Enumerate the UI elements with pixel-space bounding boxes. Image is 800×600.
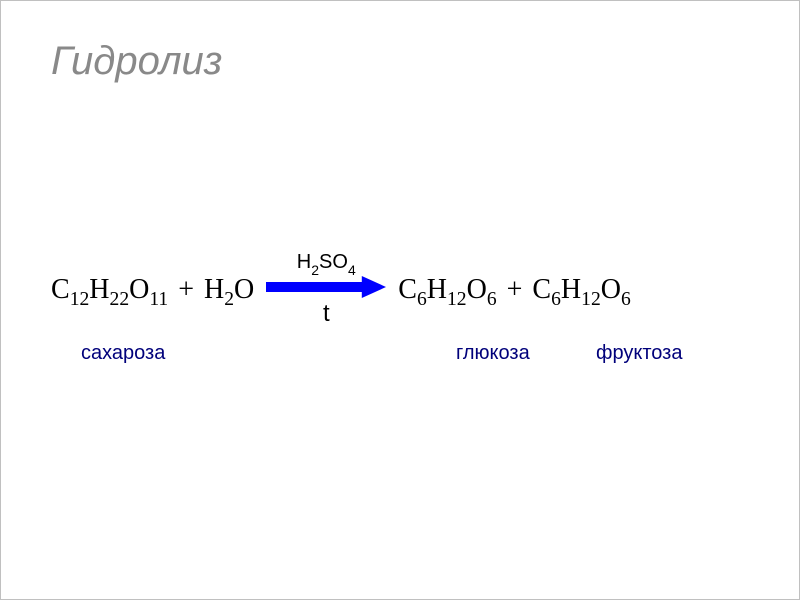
arrow-catalyst-label: H2SO4 (297, 251, 356, 274)
equation: C12H22O11 + H2O H2SO4 t C6H12O6 + C6H12O… (51, 251, 751, 372)
slide-title: Гидролиз (51, 39, 222, 84)
plus-1: + (174, 274, 198, 306)
reaction-arrow-group: H2SO4 t (266, 251, 386, 328)
product-fructose: C6H12O6 (532, 274, 630, 306)
under-label: глюкоза (456, 342, 530, 365)
product-glucose: C6H12O6 (398, 274, 496, 306)
under-labels-row: сахароза глюкоза фруктоза (51, 342, 751, 372)
under-label: сахароза (81, 342, 165, 365)
arrow-temperature-label: t (323, 300, 330, 328)
slide: Гидролиз C12H22O11 + H2O H2SO4 t C6H12O6… (0, 0, 800, 600)
reactant-sucrose: C12H22O11 (51, 274, 168, 306)
reaction-arrow-icon (266, 276, 386, 298)
equation-row: C12H22O11 + H2O H2SO4 t C6H12O6 + C6H12O… (51, 251, 751, 328)
reactant-water: H2O (204, 274, 254, 306)
plus-2: + (503, 274, 527, 306)
under-label: фруктоза (596, 342, 682, 365)
